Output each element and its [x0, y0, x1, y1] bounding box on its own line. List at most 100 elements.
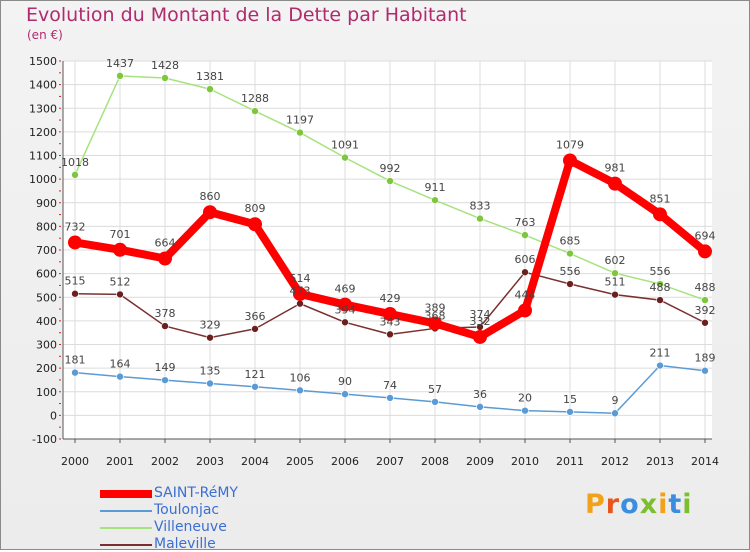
data-label: 366 [245, 310, 266, 323]
x-tick-label: 2007 [376, 455, 404, 468]
data-point [203, 205, 217, 220]
data-label: 1381 [196, 70, 224, 83]
data-point [341, 153, 349, 162]
data-point [71, 368, 79, 377]
data-point [656, 361, 664, 370]
data-point [248, 217, 262, 232]
y-tick-label: 0 [50, 409, 57, 422]
data-label: 488 [695, 281, 716, 294]
y-tick-label: 1500 [29, 55, 57, 68]
proxiti-logo: Proxiti [585, 489, 693, 520]
data-label: 135 [200, 364, 221, 377]
data-point [251, 382, 259, 391]
y-tick-label: 1400 [29, 79, 57, 92]
data-label: 329 [200, 319, 221, 332]
y-tick-label: 1100 [29, 150, 57, 163]
data-point [476, 214, 484, 223]
y-tick-label: 200 [36, 362, 57, 375]
y-tick-label: 300 [36, 339, 57, 352]
data-point [701, 296, 709, 304]
data-point [113, 242, 127, 257]
data-point [296, 299, 304, 308]
data-label: 394 [335, 303, 356, 316]
y-tick-label: 600 [36, 268, 57, 281]
data-point [431, 196, 439, 204]
chart-subtitle: (en €) [27, 28, 63, 42]
data-point [293, 286, 307, 301]
data-point [701, 318, 709, 327]
data-point [296, 128, 304, 137]
data-label: 606 [515, 253, 536, 266]
data-point [431, 398, 439, 406]
legend-item: Villeneuve [100, 519, 320, 535]
data-label: 860 [200, 190, 221, 203]
y-tick-label: 1200 [29, 126, 57, 139]
legend-label: SAINT-RéMY [154, 485, 238, 501]
data-point [338, 297, 352, 312]
logo-letter: t [668, 489, 683, 520]
data-point [71, 289, 79, 298]
data-point [341, 318, 349, 327]
legend-swatch [100, 527, 152, 529]
legend-item: Maleville [100, 536, 320, 552]
logo-letter: P [585, 489, 606, 520]
data-label: 1197 [286, 114, 314, 127]
data-point [206, 379, 214, 388]
data-label: 189 [695, 352, 716, 365]
data-label: 685 [560, 235, 581, 248]
data-label: 36 [473, 388, 487, 401]
x-tick-label: 2012 [601, 455, 629, 468]
data-label: 429 [380, 292, 401, 305]
logo-letter: x [639, 489, 659, 520]
data-label: 602 [605, 254, 626, 267]
data-label: 469 [335, 283, 356, 296]
data-point [521, 268, 529, 277]
data-point [611, 290, 619, 299]
data-point [656, 296, 664, 304]
legend-label: Toulonjac [154, 502, 220, 518]
data-point [473, 329, 487, 344]
data-point [116, 372, 124, 381]
data-point [296, 386, 304, 395]
data-label: 512 [110, 275, 131, 288]
data-label: 664 [155, 237, 176, 250]
x-tick-label: 2011 [556, 455, 584, 468]
data-label: 368 [425, 309, 446, 322]
logo-letter: i [682, 489, 693, 520]
legend-label: Maleville [154, 536, 216, 552]
data-label: 1079 [556, 138, 584, 151]
x-tick-label: 2013 [646, 455, 674, 468]
data-point [386, 177, 394, 185]
logo-letter: i [658, 489, 669, 520]
x-tick-label: 2010 [511, 455, 539, 468]
chart-title: Evolution du Montant de la Dette par Hab… [26, 4, 467, 26]
data-label: 20 [518, 392, 532, 405]
y-tick-label: 100 [36, 386, 57, 399]
y-tick-label: 1000 [29, 173, 57, 186]
data-point [476, 403, 484, 411]
data-point [518, 303, 532, 318]
data-label: 181 [65, 354, 86, 367]
data-label: 74 [383, 379, 397, 392]
data-label: 809 [245, 202, 266, 215]
y-tick-label: 1300 [29, 102, 57, 115]
data-label: 90 [338, 375, 352, 388]
x-tick-label: 2004 [241, 455, 269, 468]
data-label: 9 [612, 394, 619, 407]
legend-swatch [100, 510, 152, 512]
data-label: 343 [380, 315, 401, 328]
data-point [428, 316, 442, 331]
data-point [116, 290, 124, 299]
data-label: 488 [650, 281, 671, 294]
data-point [521, 406, 529, 415]
data-point [653, 207, 667, 222]
data-point [566, 249, 574, 258]
legend-item: Toulonjac [100, 502, 320, 518]
x-tick-label: 2009 [466, 455, 494, 468]
data-point [656, 280, 664, 288]
data-point [206, 333, 214, 342]
data-label: 1428 [151, 59, 179, 72]
data-label: 556 [650, 265, 671, 278]
data-label: 15 [563, 393, 577, 406]
legend-swatch [100, 544, 152, 546]
